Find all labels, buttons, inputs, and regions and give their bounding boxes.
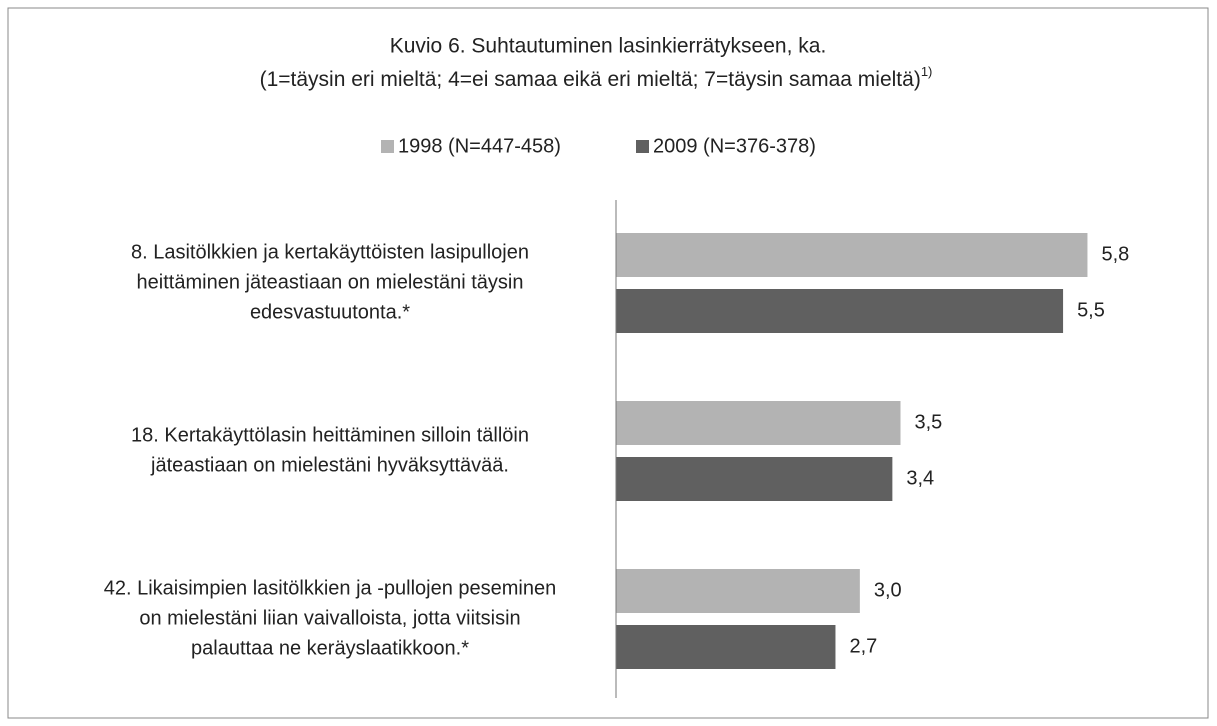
chart-frame (7, 7, 1209, 719)
category-label: 42. Likaisimpien lasitölkkien ja -pulloj… (104, 577, 556, 599)
value-label: 3,5 (915, 411, 943, 433)
value-label: 3,0 (874, 579, 902, 601)
category-label: edesvastuutonta.* (250, 301, 410, 323)
value-label: 5,8 (1101, 243, 1129, 265)
category-label: jäteastiaan on mielestäni hyväksyttävää. (150, 454, 509, 476)
value-label: 5,5 (1077, 299, 1105, 321)
bar (616, 457, 893, 501)
category-label: heittäminen jäteastiaan on mielestäni tä… (137, 271, 524, 293)
bar (616, 401, 901, 445)
category-label: 8. Lasitölkkien ja kertakäyttöisten lasi… (131, 241, 529, 263)
legend-swatch (381, 140, 394, 153)
legend-label: 1998 (N=447-458) (398, 135, 561, 157)
chart-title-superscript: 1) (921, 64, 933, 79)
bar (616, 289, 1064, 333)
bar (616, 233, 1088, 277)
legend-swatch (636, 140, 649, 153)
bar (616, 569, 860, 613)
category-label: 18. Kertakäyttölasin heittäminen silloin… (131, 424, 529, 446)
bar (616, 625, 836, 669)
chart-title: Kuvio 6. Suhtautuminen lasinkierrätyksee… (390, 35, 827, 58)
value-label: 2,7 (849, 635, 877, 657)
legend-label: 2009 (N=376-378) (653, 135, 816, 157)
chart-title-line: (1=täysin eri mieltä; 4=ei samaa eikä er… (260, 68, 921, 91)
value-label: 3,4 (906, 467, 934, 489)
chart-title: (1=täysin eri mieltä; 4=ei samaa eikä er… (260, 64, 933, 90)
category-label: palauttaa ne keräyslaatikkoon.* (191, 637, 469, 659)
category-label: on mielestäni liian vaivalloista, jotta … (139, 607, 520, 629)
